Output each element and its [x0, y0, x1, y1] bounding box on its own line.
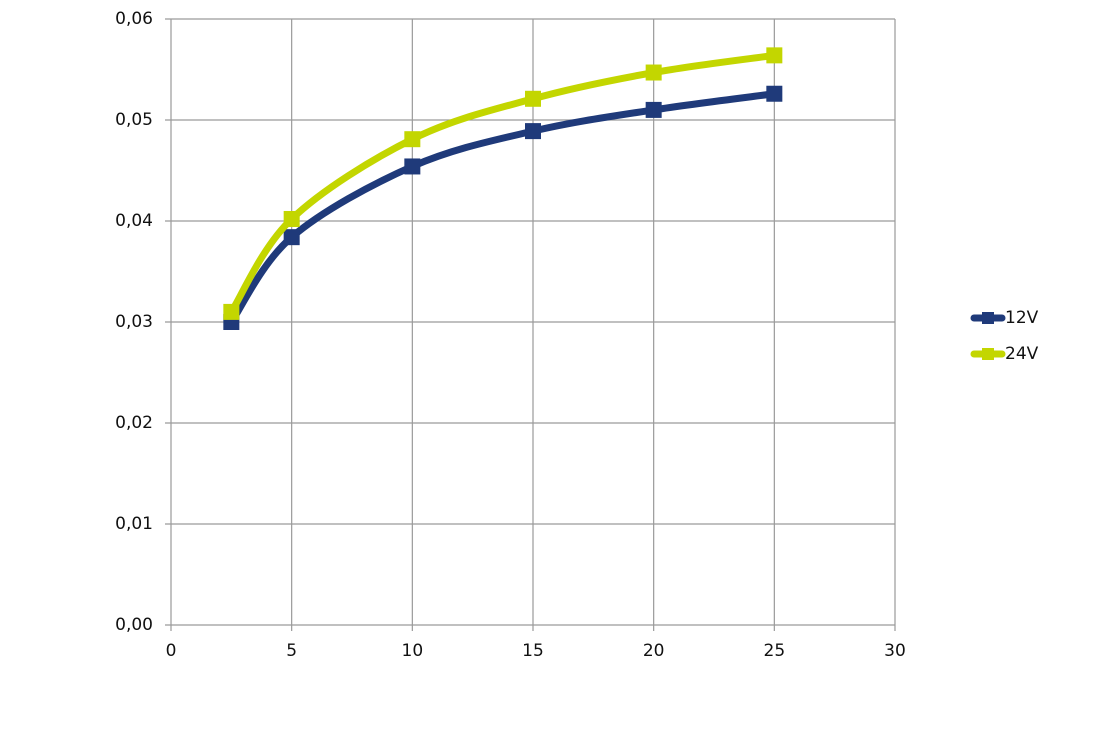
- point-marker: [525, 90, 541, 107]
- series-line: [228, 90, 775, 325]
- y-tick-label: 0,00: [115, 615, 153, 635]
- x-tick-label: 5: [286, 641, 297, 661]
- point-marker: [766, 85, 783, 102]
- point-marker: [404, 131, 421, 148]
- x-tick-label: 0: [166, 641, 177, 661]
- point-marker: [283, 229, 300, 246]
- y-tick-label: 0,06: [115, 9, 153, 29]
- x-tick-label: 20: [643, 641, 665, 661]
- point-marker: [525, 123, 541, 140]
- point-marker: [283, 210, 300, 227]
- legend-marker: [982, 348, 994, 360]
- point-marker: [645, 101, 662, 118]
- legend-marker: [982, 312, 994, 324]
- legend-label: 24V: [1005, 344, 1039, 364]
- series-line: [228, 51, 775, 314]
- x-tick-label: 25: [764, 641, 786, 661]
- y-tick-label: 0,04: [115, 211, 153, 231]
- y-tick-label: 0,05: [115, 110, 153, 130]
- y-tick-label: 0,03: [115, 312, 153, 332]
- point-marker: [404, 158, 421, 175]
- legend-label: 12V: [1005, 308, 1039, 328]
- point-marker: [645, 64, 662, 81]
- point-marker: [223, 303, 240, 320]
- y-tick-label: 0,01: [115, 514, 153, 534]
- y-tick-label: 0,02: [115, 413, 153, 433]
- x-tick-label: 30: [884, 641, 906, 661]
- point-marker: [766, 47, 783, 64]
- x-tick-label: 10: [402, 641, 424, 661]
- x-tick-label: 15: [522, 641, 544, 661]
